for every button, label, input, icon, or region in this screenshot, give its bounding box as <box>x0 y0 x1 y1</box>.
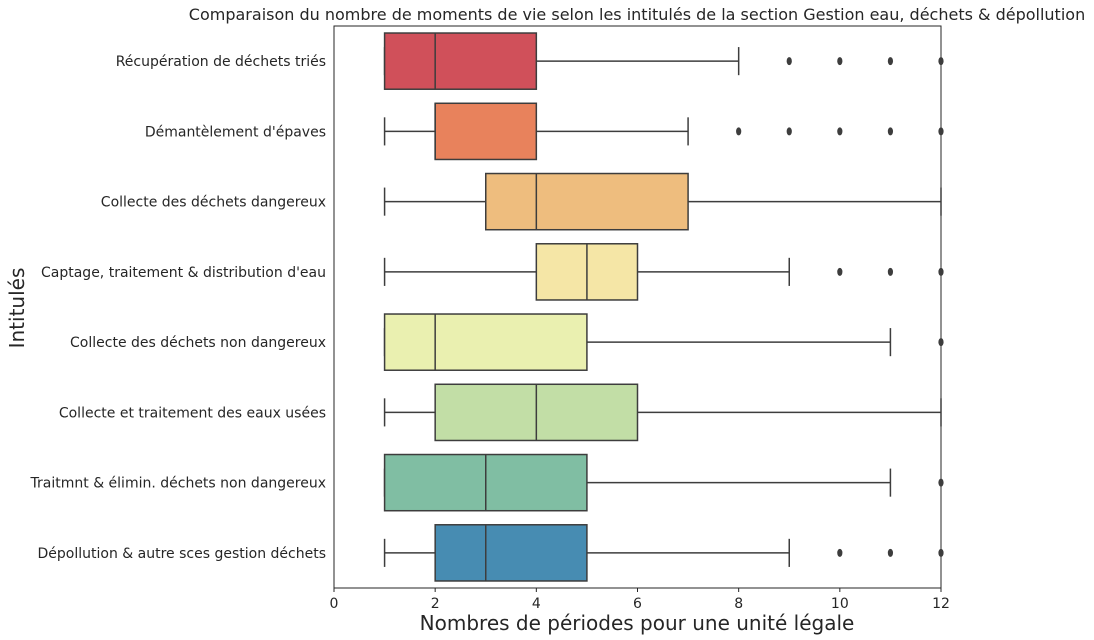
category-label: Collecte des déchets non dangereux <box>70 335 326 351</box>
outlier-point <box>938 548 944 557</box>
outlier-point <box>837 127 843 136</box>
category-label: Collecte et traitement des eaux usées <box>59 405 326 421</box>
box-group <box>383 453 944 512</box>
box <box>485 172 689 231</box>
outlier-point <box>938 267 944 276</box>
outlier-point <box>736 127 742 136</box>
box-group <box>383 313 944 371</box>
box-group <box>383 102 944 161</box>
category-label: Collecte des déchets dangereux <box>101 195 326 211</box>
outlier-point <box>938 478 944 487</box>
box-group <box>383 524 944 582</box>
x-tick-label: 12 <box>932 596 950 612</box>
outlier-point <box>938 127 944 136</box>
category-label: Dépollution & autre sces gestion déchets <box>38 546 326 562</box>
box-group <box>383 243 944 301</box>
outlier-point <box>786 127 792 136</box>
plot-area <box>333 25 944 589</box>
box-group <box>383 383 942 442</box>
category-label: Captage, traitement & distribution d'eau <box>41 265 326 281</box>
category-label: Traitmnt & élimin. déchets non dangereux <box>30 476 326 492</box>
x-tick-label: 6 <box>633 596 642 612</box>
outlier-point <box>837 57 843 66</box>
outlier-point <box>938 338 944 347</box>
outlier-point <box>938 57 944 66</box>
box-group <box>383 32 944 90</box>
x-axis-title: Nombres de périodes pour une unité légal… <box>420 611 855 635</box>
chart-title: Comparaison du nombre de moments de vie … <box>189 5 1085 24</box>
x-tick-label: 0 <box>330 596 339 612</box>
outlier-point <box>837 267 843 276</box>
outlier-point <box>887 127 894 136</box>
x-tick-label: 8 <box>734 596 743 612</box>
outlier-point <box>887 267 894 276</box>
y-axis-title: Intitulés <box>5 268 29 349</box>
y-axis: Récupération de déchets triés Démantèleme… <box>30 54 326 562</box>
box <box>383 32 538 90</box>
category-label: Récupération de déchets triés <box>116 54 326 70</box>
outlier-point <box>887 57 894 66</box>
box-group <box>383 172 942 231</box>
x-axis: 0 2 4 6 8 10 12 <box>330 588 950 612</box>
box <box>434 524 588 582</box>
outlier-point <box>786 57 792 66</box>
outlier-point <box>837 548 843 557</box>
x-tick-label: 4 <box>532 596 541 612</box>
box <box>434 102 538 161</box>
box <box>383 313 588 371</box>
x-tick-label: 2 <box>431 596 440 612</box>
outlier-point <box>887 548 894 557</box>
x-tick-label: 10 <box>831 596 849 612</box>
category-label: Démantèlement d'épaves <box>145 124 326 140</box>
